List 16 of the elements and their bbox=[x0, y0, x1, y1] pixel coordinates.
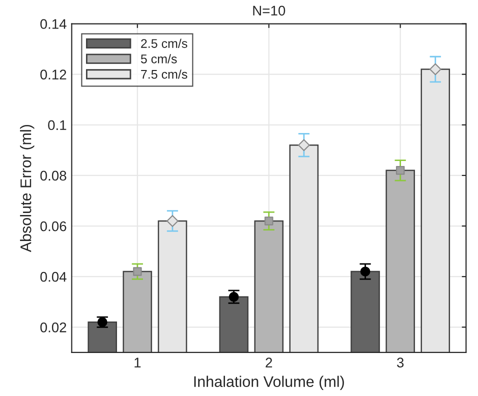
legend-label: 5 cm/s bbox=[140, 54, 177, 64]
y-axis-title: Absolute Error (ml) bbox=[20, 124, 34, 252]
y-tick-label: 0.12 bbox=[40, 70, 66, 80]
x-axis-title: Inhalation Volume (ml) bbox=[194, 376, 344, 390]
y-tick-label: 0.02 bbox=[40, 322, 66, 332]
chart-title: N=10 bbox=[253, 6, 286, 16]
legend-label: 2.5 cm/s bbox=[141, 38, 188, 48]
legend-label: 7.5 cm/s bbox=[141, 70, 188, 79]
x-tick-label: 3 bbox=[396, 358, 404, 368]
y-tick-label: 0.04 bbox=[40, 272, 66, 282]
y-tick-label: 0.1 bbox=[48, 120, 66, 130]
y-tick-label: 0.08 bbox=[40, 170, 66, 181]
x-tick-label: 1 bbox=[134, 358, 141, 368]
y-tick-label: 0.06 bbox=[40, 221, 66, 232]
x-tick-label: 2 bbox=[266, 358, 272, 368]
y-tick-label: 0.14 bbox=[40, 19, 66, 29]
